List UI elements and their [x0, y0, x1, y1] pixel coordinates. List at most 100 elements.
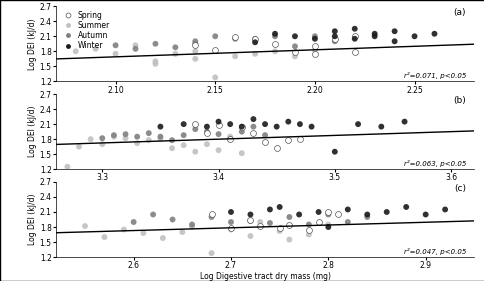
Point — [370, 34, 378, 38]
Point — [168, 217, 176, 222]
Point — [430, 31, 438, 36]
Point — [382, 210, 390, 214]
Point — [87, 137, 94, 141]
Point — [120, 227, 127, 232]
Point — [188, 225, 196, 229]
Point — [275, 229, 283, 233]
Point — [295, 137, 303, 141]
Point — [370, 31, 378, 36]
Point — [400, 119, 408, 124]
Point — [249, 117, 257, 121]
Point — [214, 119, 222, 124]
Point — [226, 137, 234, 141]
Point — [191, 49, 199, 54]
Point — [227, 226, 234, 230]
Point — [63, 164, 71, 169]
Point — [180, 143, 187, 148]
Point — [98, 136, 106, 140]
Point — [285, 237, 293, 242]
Point — [203, 131, 211, 135]
Point — [304, 232, 312, 237]
Point — [191, 39, 199, 44]
Point — [249, 131, 257, 135]
Point — [353, 122, 361, 126]
Point — [256, 224, 263, 228]
Point — [214, 123, 222, 127]
Point — [98, 142, 106, 146]
Point — [271, 31, 278, 36]
Point — [260, 122, 268, 126]
Point — [191, 43, 199, 47]
Point — [188, 222, 196, 227]
Text: (c): (c) — [453, 184, 465, 193]
Point — [343, 220, 351, 224]
Point — [246, 219, 254, 223]
Point — [227, 220, 234, 224]
Point — [111, 43, 119, 47]
Point — [260, 139, 268, 144]
Point — [231, 54, 239, 58]
Point — [133, 134, 141, 139]
Point — [314, 220, 322, 224]
Point — [246, 212, 254, 217]
Point — [91, 47, 99, 51]
Point — [156, 137, 164, 141]
Point — [421, 212, 429, 217]
Point — [180, 122, 187, 126]
Point — [271, 34, 278, 38]
Point — [226, 122, 234, 126]
Point — [171, 45, 179, 49]
Point — [324, 225, 332, 229]
Point — [145, 131, 152, 135]
Point — [304, 222, 312, 227]
Point — [310, 34, 318, 38]
Point — [168, 138, 176, 142]
Point — [211, 34, 219, 38]
Point — [227, 227, 234, 232]
Point — [121, 132, 129, 136]
Point — [156, 124, 164, 129]
Point — [330, 39, 338, 44]
Point — [377, 124, 384, 129]
Text: r²=0.047, p<0.05: r²=0.047, p<0.05 — [403, 248, 465, 255]
Point — [307, 124, 315, 129]
Point — [330, 149, 338, 154]
Point — [191, 149, 199, 154]
Point — [231, 37, 239, 41]
Point — [246, 217, 254, 222]
Point — [251, 37, 258, 41]
Point — [295, 122, 303, 126]
Point — [168, 146, 176, 150]
Point — [226, 137, 234, 141]
Point — [178, 230, 186, 234]
Text: r²=0.063, p<0.05: r²=0.063, p<0.05 — [403, 160, 465, 167]
Point — [304, 227, 312, 232]
Point — [260, 133, 268, 137]
Point — [314, 210, 322, 214]
Point — [214, 148, 222, 153]
Point — [207, 215, 215, 219]
Point — [290, 50, 298, 55]
Point — [363, 215, 370, 219]
Point — [246, 234, 254, 238]
Point — [275, 226, 283, 230]
Point — [272, 146, 280, 150]
Point — [203, 124, 211, 129]
Point — [310, 37, 318, 41]
Text: (a): (a) — [453, 8, 465, 17]
Point — [350, 34, 358, 38]
Point — [207, 212, 215, 217]
Point — [272, 124, 280, 129]
Y-axis label: Log DEI (kJ/d): Log DEI (kJ/d) — [28, 18, 37, 69]
Point — [284, 138, 291, 142]
Point — [238, 151, 245, 155]
Point — [333, 212, 341, 217]
Point — [440, 207, 448, 212]
Point — [191, 42, 199, 46]
Point — [410, 34, 418, 38]
Point — [110, 133, 118, 137]
Point — [139, 231, 147, 235]
Point — [256, 220, 263, 224]
Point — [203, 142, 211, 146]
Point — [402, 205, 409, 209]
